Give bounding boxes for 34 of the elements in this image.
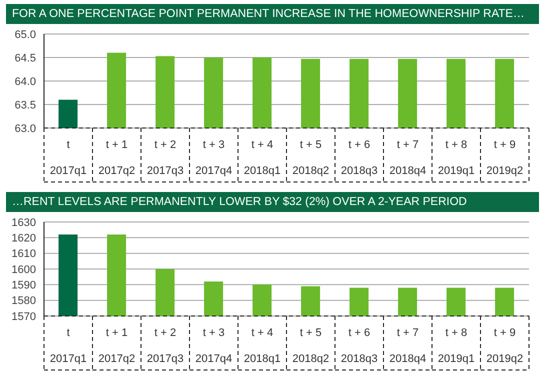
category-label: t 2017q1 [50,139,87,177]
category-label: t + 8 2019q1 [438,139,475,177]
category-label: t + 3 2017q4 [195,327,232,365]
y-tick-label: 1620 [12,232,36,245]
category-label: t + 7 2018q4 [389,327,426,365]
category-label: t + 6 2018q3 [340,327,378,365]
category-label: t + 2 2017q3 [146,327,184,365]
category-label: t + 7 2018q4 [389,139,426,177]
category-label: t + 5 2018q2 [292,139,330,177]
y-tick-label: 1590 [12,280,36,292]
chart-title: FOR A ONE PERCENTAGE POINT PERMANENT INCREASE IN THE HOMEOWNERSHIP RATE… [6,4,539,24]
category-label: t + 3 2017q4 [195,139,232,177]
category-label: t + 8 2019q1 [438,327,475,365]
category-label: t + 4 2018q1 [244,139,281,177]
category-label: t + 6 2018q3 [340,139,378,177]
category-label: t + 9 2019q2 [486,139,524,177]
y-tick-label: 1630 [12,216,36,229]
category-label: t + 9 2019q2 [486,327,524,365]
y-tick-label: 63.5 [14,99,36,112]
y-tick-label: 64.5 [14,52,36,64]
category-label: t + 5 2018q2 [292,327,330,365]
y-tick-label: 1610 [12,248,36,260]
category-label: t + 2 2017q3 [146,139,184,177]
chart-title: …RENT LEVELS ARE PERMANENTLY LOWER BY $32 (2%) OVER A 2-YEAR PERIOD [6,192,539,212]
y-tick-label: 1600 [12,264,36,276]
category-label: t + 1 2017q2 [98,139,136,177]
category-label: t 2017q1 [50,327,87,365]
category-label: t + 1 2017q2 [98,327,136,365]
y-tick-label: 65.0 [14,28,36,41]
y-tick-label: 63.0 [14,122,36,135]
category-label: t + 4 2018q1 [244,327,281,365]
y-tick-label: 64.0 [14,76,36,88]
y-tick-label: 1570 [12,310,36,323]
y-tick-label: 1580 [12,295,36,308]
